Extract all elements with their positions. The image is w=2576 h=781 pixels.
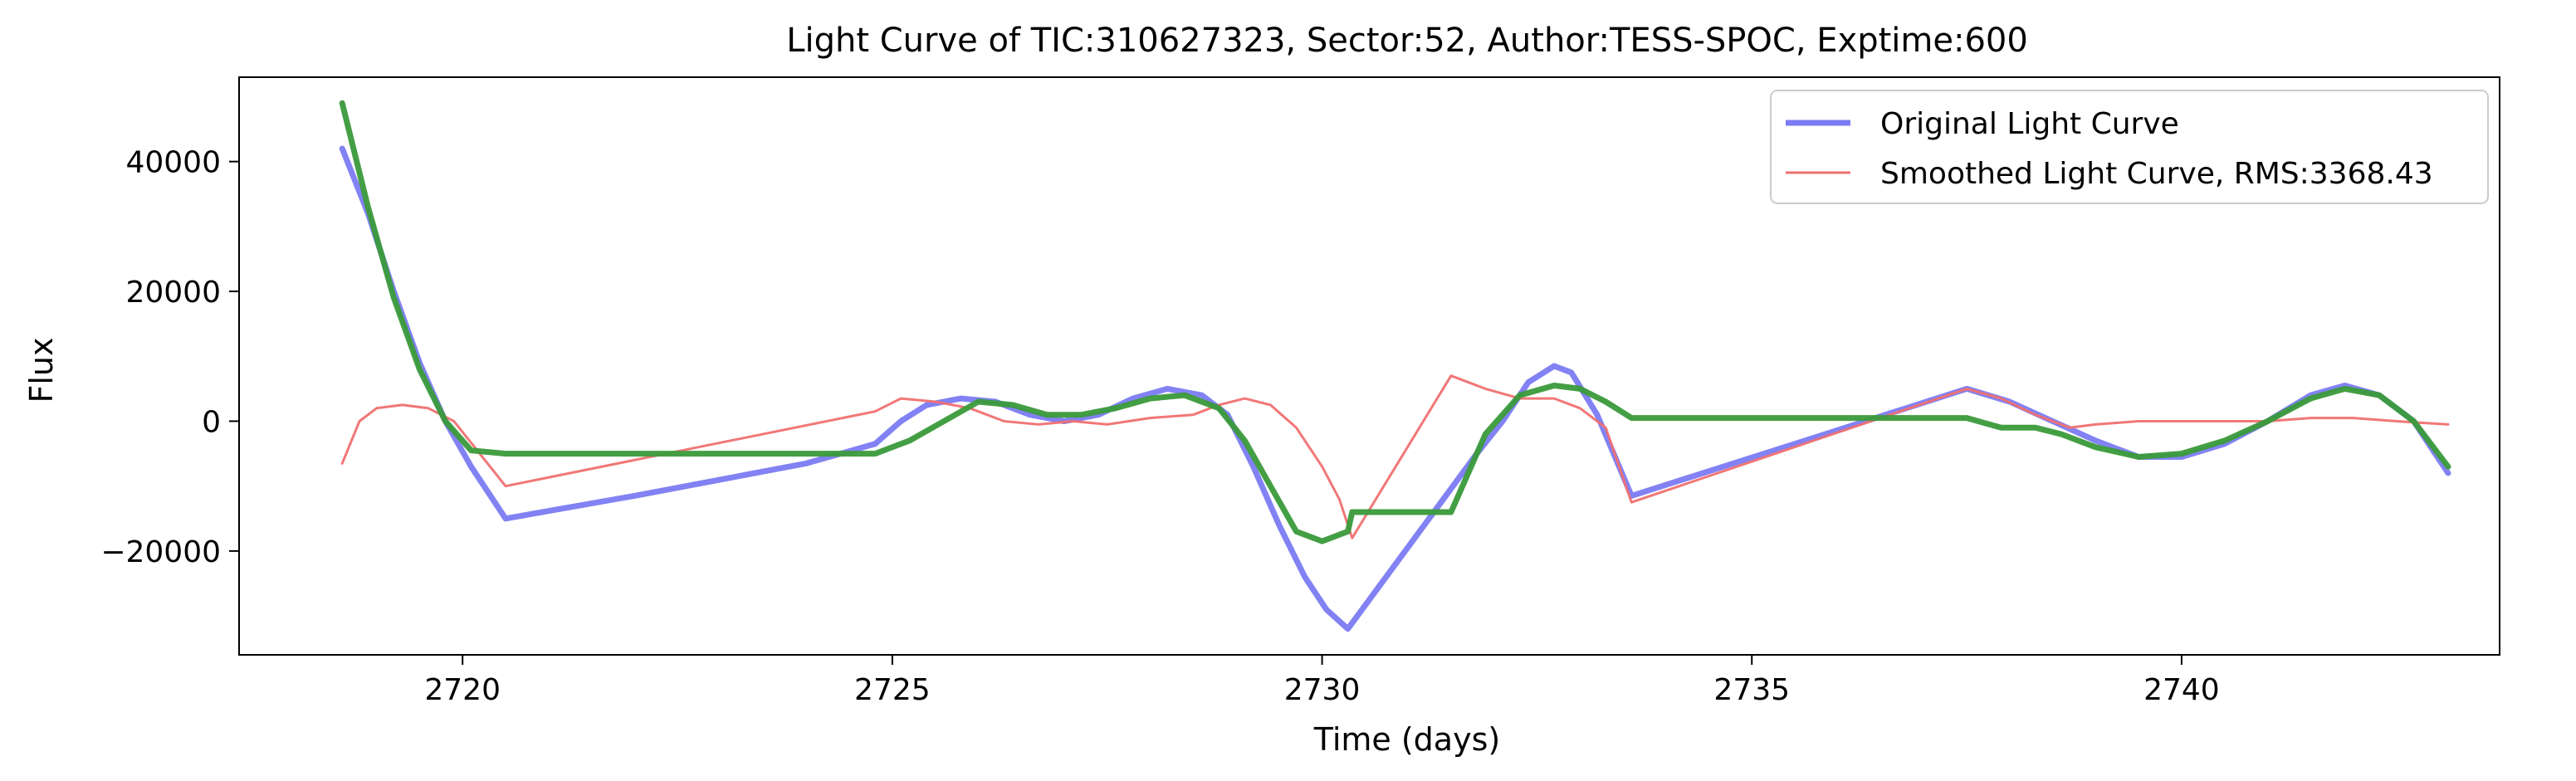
y-tick-label: 20000 [125, 276, 221, 310]
legend-label-original: Original Light Curve [1880, 107, 2179, 141]
x-tick-label: 2740 [2143, 673, 2220, 707]
legend: Original Light Curve Smoothed Light Curv… [1770, 90, 2489, 204]
x-tick-label: 2730 [1284, 673, 1361, 707]
x-tick-label: 2720 [424, 673, 501, 707]
plot-area-frame [238, 76, 2500, 656]
y-tick-label: 40000 [125, 146, 221, 180]
series-line-2 [339, 100, 2451, 544]
x-tick-label: 2725 [854, 673, 931, 707]
series-layer [339, 100, 2451, 632]
chart-title: Light Curve of TIC:310627323, Sector:52,… [786, 22, 2028, 60]
legend-label-smoothed: Smoothed Light Curve, RMS:3368.43 [1880, 157, 2433, 191]
y-axis-ticks: −20000 0 20000 40000 [100, 146, 239, 569]
series-line-1 [340, 374, 2450, 539]
legend-box [1770, 90, 2489, 204]
x-axis-ticks: 2720 2725 2730 2735 2740 [424, 655, 2220, 707]
x-tick-label: 2735 [1713, 673, 1790, 707]
y-tick-label: 0 [202, 405, 221, 439]
x-axis-label: Time (days) [1313, 721, 1500, 758]
y-axis-label: Flux [23, 338, 60, 403]
y-tick-label: −20000 [100, 535, 221, 569]
